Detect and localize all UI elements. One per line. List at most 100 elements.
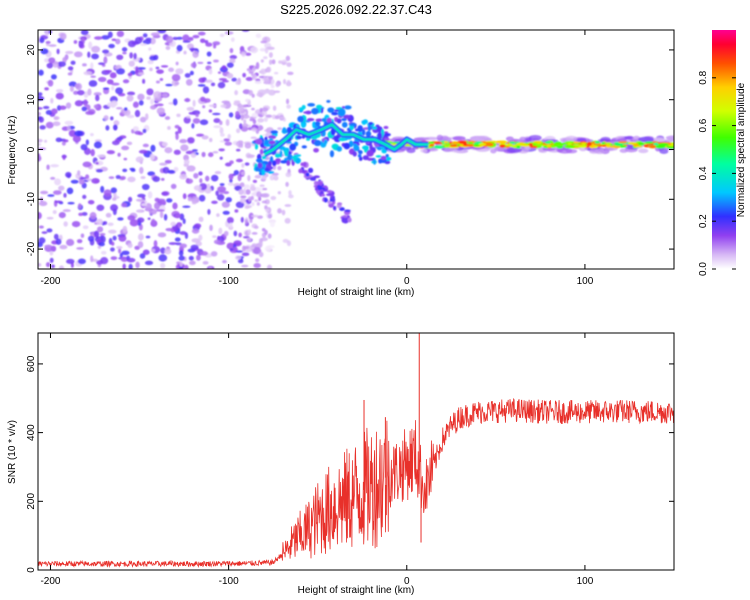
noise-blob: [55, 137, 63, 143]
carrier-core: [578, 144, 587, 148]
noise-blob: [80, 143, 88, 151]
carrier-core: [450, 141, 460, 145]
transition-blob: [336, 118, 342, 124]
noise-blob: [225, 197, 232, 203]
noise-blob: [221, 65, 227, 70]
snr-frame: [37, 332, 675, 571]
noise-blob: [208, 104, 217, 108]
spectrogram-y-tick-label: 20: [26, 44, 37, 56]
carrier-core: [449, 144, 458, 147]
noise-blob: [90, 255, 94, 263]
noise-blob: [63, 193, 67, 198]
noise-blob: [137, 217, 145, 223]
noise-blob: [155, 80, 161, 84]
snr-y-ticks: 0 200 400 600: [26, 355, 674, 573]
noise-blob: [98, 62, 105, 65]
noise-blob: [90, 75, 96, 78]
snr-y-tick-label: 200: [26, 493, 37, 510]
transition-blob: [326, 117, 332, 123]
noise-blob: [244, 162, 250, 166]
noise-blob: [116, 245, 123, 250]
noise-blob: [129, 52, 134, 59]
noise-blob: [217, 186, 227, 193]
carrier-core: [473, 143, 480, 147]
snr-series-group: [38, 333, 674, 568]
transition-blob: [366, 149, 374, 157]
noise-blob: [74, 130, 83, 137]
noise-blob: [72, 135, 81, 143]
transition-blob: [361, 145, 369, 150]
noise-blob: [198, 234, 203, 241]
noise-blob: [175, 68, 184, 75]
noise-blob: [227, 182, 234, 186]
carrier-halo: [420, 148, 428, 153]
noise-blob: [105, 212, 112, 218]
carrier-halo: [436, 134, 444, 141]
spectrogram-x-ticks: -200 -100 0 100: [40, 30, 594, 287]
noise-blob: [197, 31, 206, 36]
noise-blob: [74, 83, 80, 89]
carrier-core: [429, 143, 435, 147]
transition-blob: [286, 154, 293, 161]
transition-blob: [289, 143, 297, 151]
noise-blob: [164, 116, 171, 120]
noise-blob: [50, 176, 56, 180]
noise-blob: [126, 141, 133, 146]
edge-blob: [270, 195, 277, 201]
noise-blob: [248, 70, 254, 74]
noise-blob: [240, 195, 247, 199]
noise-blob: [110, 256, 118, 261]
transition-blob: [314, 121, 321, 126]
noise-blob: [81, 211, 88, 216]
transition-blob: [281, 127, 287, 134]
noise-blob: [105, 125, 110, 131]
transition-blob: [352, 151, 357, 157]
edge-blob: [236, 128, 241, 134]
noise-blob: [241, 264, 249, 268]
branch-blob: [300, 162, 304, 167]
noise-blob: [127, 176, 136, 183]
noise-blob: [183, 159, 190, 165]
transition-blob: [381, 148, 387, 154]
noise-blob: [67, 201, 75, 205]
noise-blob: [138, 100, 144, 106]
noise-blob: [153, 91, 162, 99]
edge-blob: [273, 175, 279, 181]
carrier-core: [535, 143, 544, 147]
noise-blob: [202, 86, 210, 94]
noise-blob: [165, 83, 173, 87]
edge-blob: [265, 208, 270, 213]
noise-blob: [46, 216, 54, 220]
noise-blob: [260, 40, 267, 44]
edge-blob: [265, 67, 271, 73]
noise-blob: [179, 138, 188, 144]
edge-blob: [279, 116, 286, 120]
noise-blob: [165, 45, 171, 51]
noise-blob: [52, 60, 59, 68]
edge-blob: [267, 233, 272, 239]
noise-blob: [199, 119, 209, 126]
edge-blob: [238, 188, 244, 195]
edge-blob: [286, 104, 291, 109]
noise-blob: [116, 136, 124, 141]
edge-blob: [247, 229, 252, 235]
carrier-halo: [452, 136, 466, 141]
transition-blob: [365, 130, 372, 138]
noise-blob: [62, 209, 71, 213]
noise-blob: [156, 107, 165, 115]
noise-blob: [64, 120, 74, 126]
noise-blob: [211, 174, 219, 182]
noise-blob: [73, 51, 83, 58]
edge-blob: [272, 172, 279, 176]
noise-blob: [76, 247, 84, 250]
noise-blob: [192, 34, 200, 39]
noise-blob: [100, 257, 109, 265]
branch-blob: [302, 161, 307, 168]
branch-blob: [344, 209, 351, 213]
carrier-halo: [565, 135, 578, 142]
noise-blob: [182, 34, 190, 42]
noise-blob: [47, 79, 54, 87]
noise-blob: [182, 193, 187, 200]
noise-blob: [192, 117, 201, 124]
